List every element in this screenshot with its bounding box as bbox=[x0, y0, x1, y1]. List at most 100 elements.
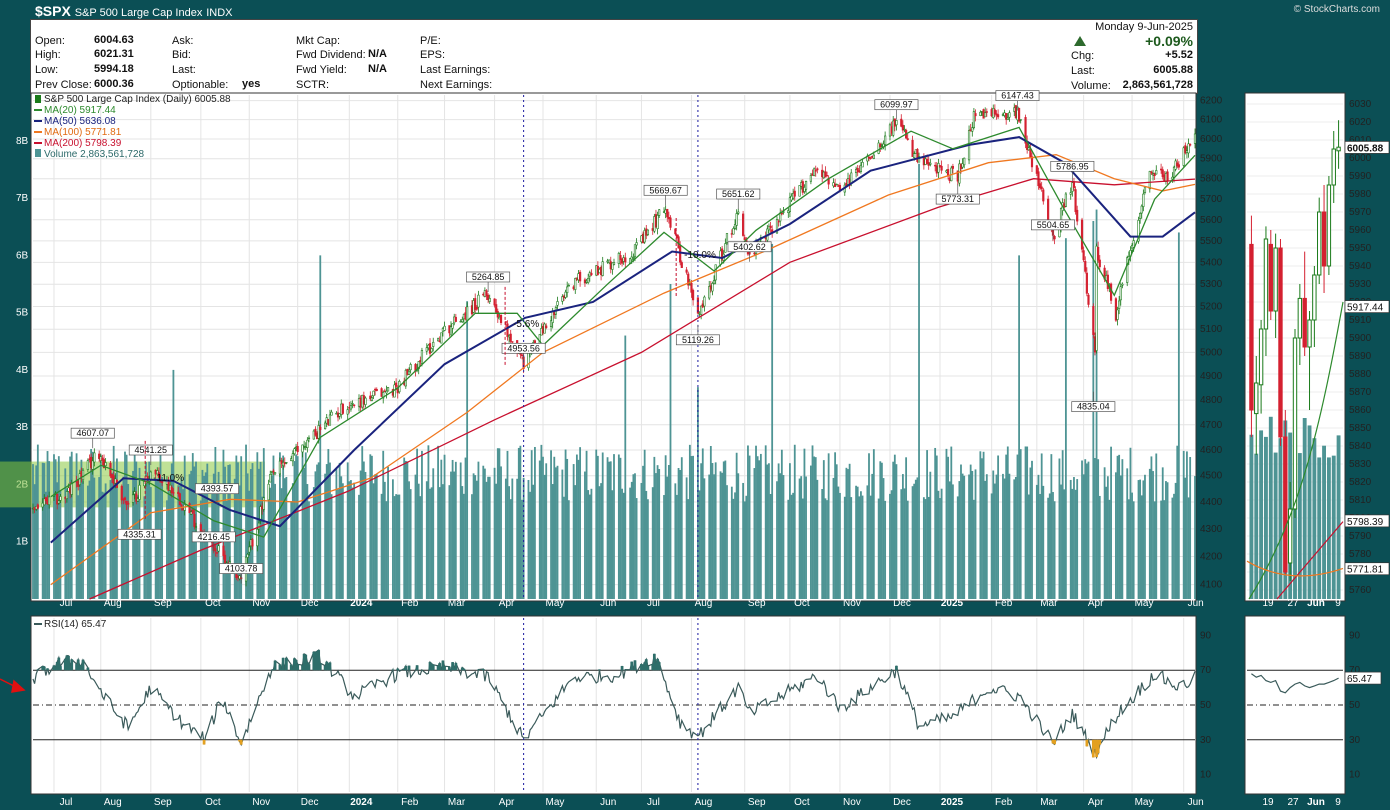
candle-body bbox=[461, 319, 464, 323]
volume-bar bbox=[708, 474, 711, 599]
volume-bar bbox=[895, 464, 898, 599]
candle-body bbox=[454, 316, 457, 322]
candle-body bbox=[1040, 186, 1043, 189]
volume-bar bbox=[814, 457, 817, 599]
zoom-ma20-line bbox=[1248, 301, 1344, 600]
volume-bar bbox=[350, 480, 352, 599]
candle-body bbox=[679, 245, 682, 263]
volume-bar bbox=[440, 459, 443, 599]
volume-bar bbox=[697, 387, 699, 599]
volume-bar bbox=[826, 500, 828, 599]
volume-bar bbox=[69, 456, 72, 599]
volume-bar bbox=[837, 486, 840, 599]
volume-bar bbox=[542, 456, 544, 599]
volume-bar bbox=[658, 468, 661, 599]
volume-bar bbox=[956, 496, 959, 599]
candle-body bbox=[1140, 205, 1143, 214]
fwd-yield-value: N/A bbox=[368, 63, 387, 75]
zoom-x-tick-label: 19 bbox=[1262, 797, 1274, 808]
volume-bar bbox=[172, 369, 175, 599]
volume-bar bbox=[881, 462, 883, 599]
volume-bar bbox=[149, 487, 152, 599]
volume-bar bbox=[613, 454, 615, 599]
candle-body bbox=[248, 546, 251, 553]
candle-body bbox=[1114, 298, 1118, 321]
volume-bar bbox=[1116, 455, 1119, 599]
price-label-box bbox=[1050, 160, 1095, 172]
volume-bar bbox=[256, 452, 259, 599]
price-tick-label: 5400 bbox=[1200, 257, 1223, 268]
volume-bar bbox=[1002, 473, 1004, 599]
volume-bar bbox=[974, 469, 977, 599]
candle-body bbox=[1139, 213, 1142, 219]
volume-bar bbox=[927, 496, 930, 599]
month-tick-label: Mar bbox=[1040, 797, 1058, 808]
volume-bar bbox=[82, 480, 84, 599]
volume-bar bbox=[646, 499, 649, 599]
volume-bar bbox=[1160, 500, 1163, 599]
volume-bar bbox=[477, 461, 480, 599]
candle-body bbox=[1161, 169, 1164, 178]
volume-bar bbox=[779, 473, 782, 599]
price-label: 4216.45 bbox=[197, 532, 230, 542]
candle-body bbox=[385, 390, 388, 394]
candle-body bbox=[1017, 107, 1021, 122]
volume-bar bbox=[792, 492, 795, 599]
price-tick-label: 5300 bbox=[1200, 279, 1223, 290]
candle-body bbox=[409, 364, 412, 371]
volume-bar bbox=[272, 455, 275, 599]
candle-body bbox=[91, 460, 94, 470]
month-tick-label: 2024 bbox=[350, 797, 373, 808]
candle-body bbox=[1119, 286, 1122, 301]
month-tick-label: Jul bbox=[647, 598, 660, 609]
candle-body bbox=[877, 142, 880, 154]
volume-bar bbox=[1152, 471, 1154, 599]
month-tick-label: Nov bbox=[843, 598, 861, 609]
volume-bar bbox=[488, 476, 491, 599]
ma20-line bbox=[50, 126, 1196, 538]
price-tick-label: 4300 bbox=[1200, 524, 1223, 535]
volume-bar bbox=[1081, 460, 1083, 599]
volume-bar bbox=[687, 499, 690, 599]
candle-body bbox=[131, 494, 135, 503]
volume-bar bbox=[890, 490, 893, 599]
volume-bar bbox=[721, 472, 724, 599]
candle-body bbox=[971, 127, 974, 132]
volume-bar bbox=[809, 465, 812, 599]
volume-bar bbox=[585, 450, 588, 599]
candle-body bbox=[395, 382, 398, 387]
candle-body bbox=[256, 529, 259, 547]
volume-bar bbox=[543, 474, 546, 599]
volume-bar bbox=[348, 481, 351, 599]
candle-body bbox=[913, 153, 916, 159]
price-label: 4953.56 bbox=[507, 343, 540, 353]
volume-bar bbox=[296, 456, 299, 599]
candle-body bbox=[307, 437, 311, 440]
candle-body bbox=[743, 237, 746, 241]
price-tick-label: 6200 bbox=[1200, 96, 1223, 107]
volume-bar bbox=[692, 455, 694, 599]
volume-bar bbox=[972, 499, 975, 599]
candle-body bbox=[430, 348, 433, 353]
volume-bar bbox=[421, 450, 423, 599]
candle-body bbox=[1005, 113, 1008, 120]
candle-body bbox=[1166, 171, 1169, 181]
volume-bar bbox=[1074, 489, 1077, 599]
prev-close-value: 6000.36 bbox=[94, 78, 134, 90]
volume-bar bbox=[496, 448, 499, 599]
volume-bar bbox=[869, 495, 872, 599]
volume-bar bbox=[969, 464, 972, 599]
volume-bar bbox=[635, 498, 638, 599]
volume-bar bbox=[459, 462, 462, 599]
sctr-label: SCTR: bbox=[296, 79, 329, 91]
volume-bar bbox=[1087, 461, 1090, 599]
volume-bar bbox=[855, 485, 857, 599]
volume-bar bbox=[99, 454, 102, 599]
candle-body bbox=[1153, 172, 1156, 177]
candle-body bbox=[199, 524, 202, 532]
volume-bar bbox=[590, 488, 593, 599]
volume-bar bbox=[295, 454, 297, 599]
volume-bar bbox=[734, 492, 736, 599]
candle-body bbox=[590, 272, 593, 276]
